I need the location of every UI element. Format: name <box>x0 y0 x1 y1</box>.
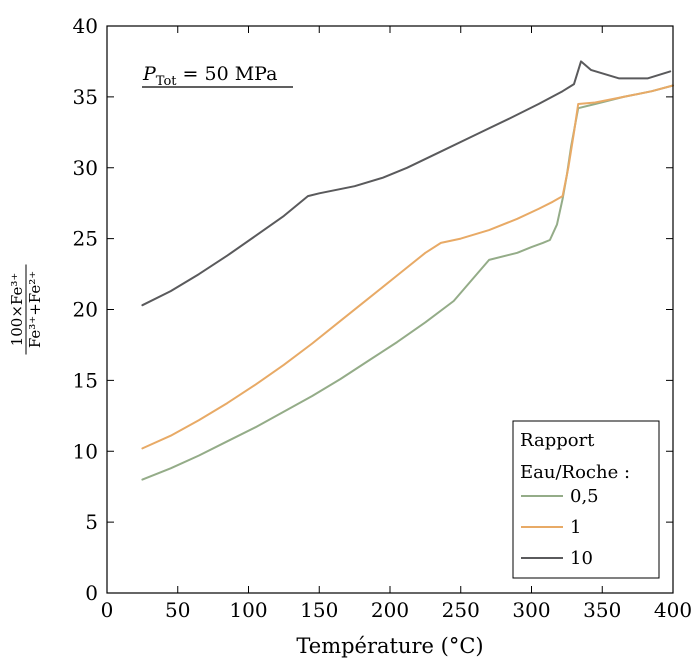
x-axis-label: Température (°C) <box>296 634 483 658</box>
y-tick-label: 30 <box>73 156 98 180</box>
x-tick-label: 200 <box>371 598 409 622</box>
legend-title-line2: Eau/Roche : <box>520 462 630 483</box>
x-tick-label: 400 <box>654 598 692 622</box>
y-tick-label: 15 <box>73 368 98 392</box>
x-tick-label: 150 <box>300 598 338 622</box>
y-tick-label: 10 <box>73 439 98 463</box>
y-tick-label: 40 <box>73 14 98 38</box>
series-line-10 <box>141 60 672 307</box>
x-tick-label: 300 <box>512 598 550 622</box>
y-tick-label: 0 <box>85 581 98 605</box>
pressure-annotation: PTot = 50 MPa <box>142 63 277 89</box>
legend-entry-label: 1 <box>570 517 581 538</box>
x-tick-label: 100 <box>229 598 267 622</box>
legend-entry-label: 10 <box>570 548 593 569</box>
legend-title-line1: Rapport <box>520 430 595 451</box>
series-line-1 <box>141 84 674 450</box>
y-tick-label: 5 <box>85 510 98 534</box>
x-tick-label: 250 <box>442 598 480 622</box>
y-axis-label-denominator: Fe³⁺+Fe²⁺ <box>26 271 44 348</box>
y-tick-label: 35 <box>73 85 98 109</box>
y-axis-label-numerator: 100×Fe³⁺ <box>8 273 26 347</box>
series-line-0-5 <box>141 84 674 481</box>
y-axis-label: 100×Fe³⁺ Fe³⁺+Fe²⁺ <box>8 264 44 355</box>
y-tick-label: 25 <box>73 227 98 251</box>
legend-entry-label: 0,5 <box>570 486 599 507</box>
x-tick-label: 50 <box>165 598 190 622</box>
x-tick-label: 350 <box>583 598 621 622</box>
x-tick-label: 0 <box>101 598 114 622</box>
y-tick-label: 20 <box>73 298 98 322</box>
legend-box <box>512 420 660 579</box>
